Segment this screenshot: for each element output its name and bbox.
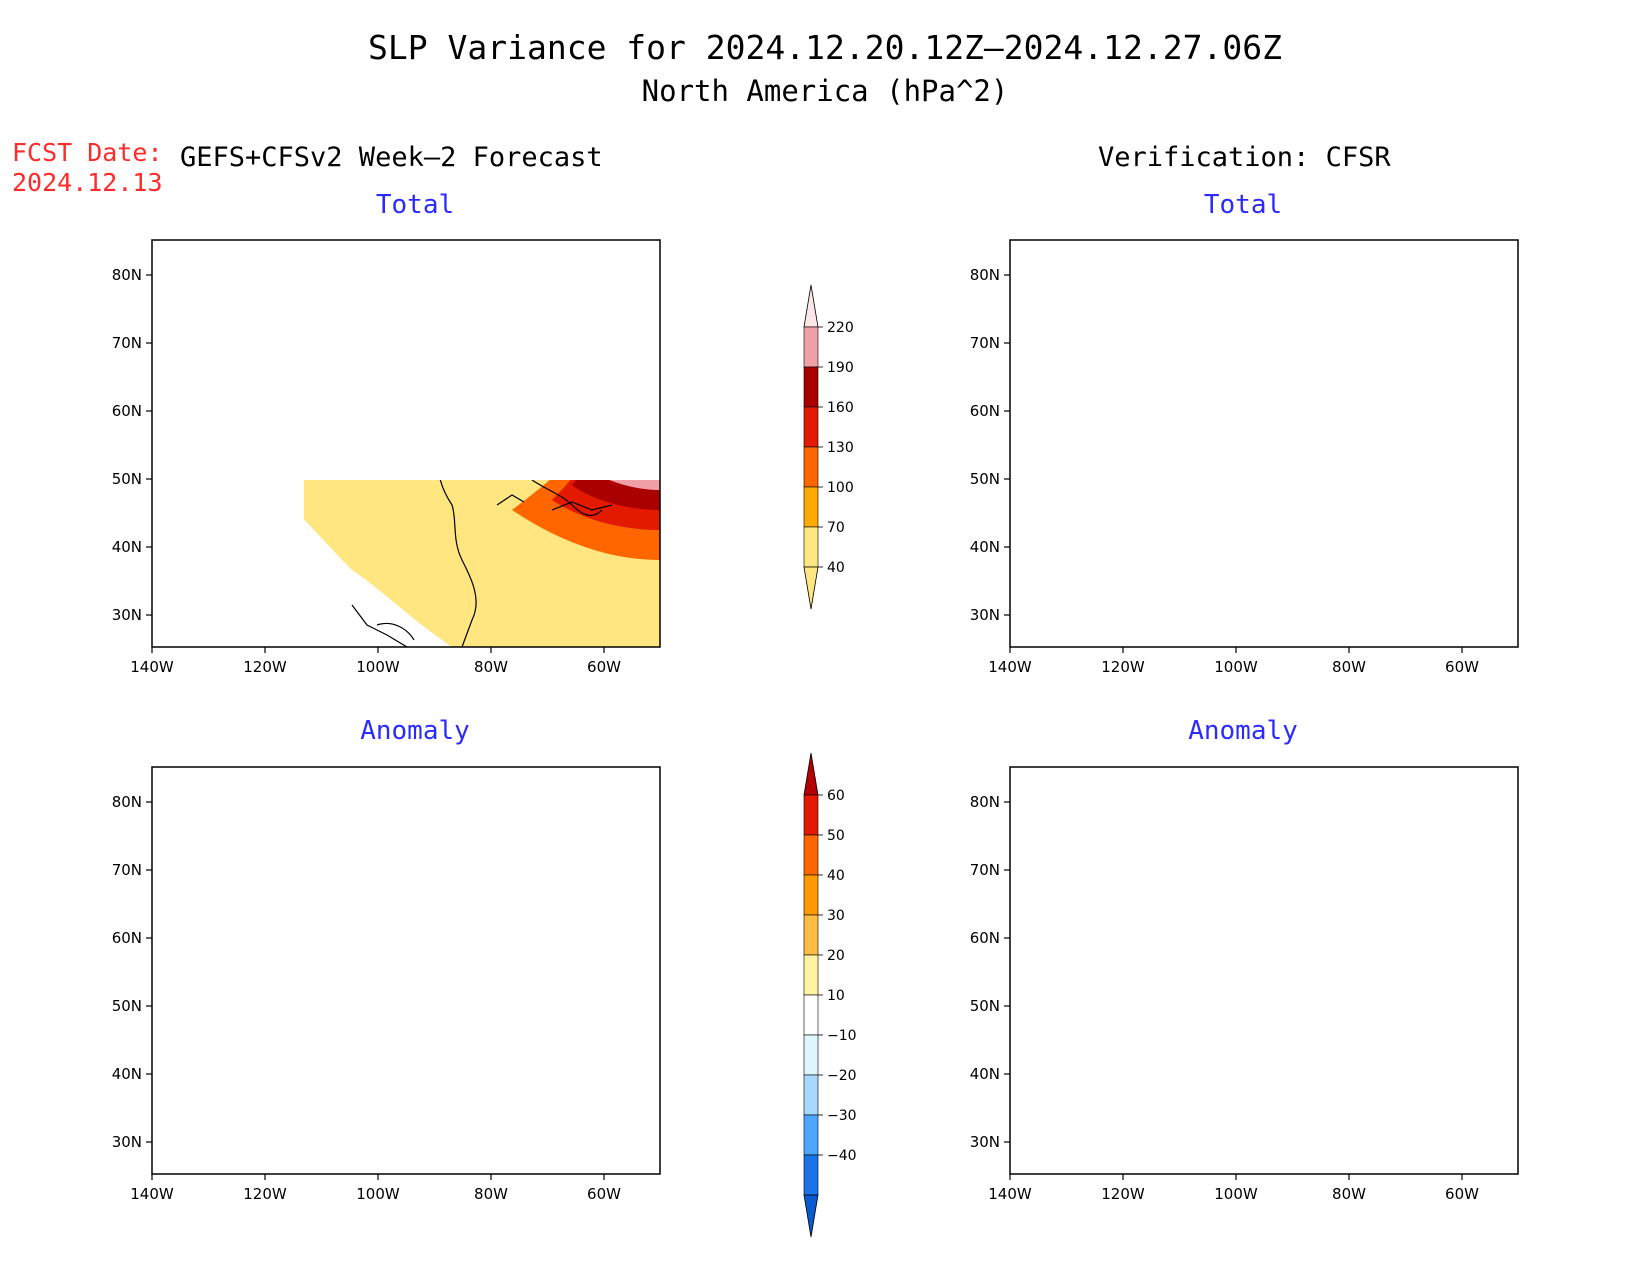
lat-tick-label: 70N bbox=[112, 334, 142, 352]
lat-tick-label: 80N bbox=[112, 266, 142, 284]
colorbar-total-label: 40 bbox=[827, 560, 845, 576]
colorbar-swatch bbox=[803, 446, 819, 488]
lon-tick-label: 100W bbox=[356, 658, 400, 676]
colorbar-bottom-arrow bbox=[803, 566, 819, 610]
colorbar-swatch bbox=[803, 526, 819, 568]
lon-tick-label: 80W bbox=[474, 658, 508, 676]
panel-title-verification-total: Total bbox=[1203, 190, 1283, 220]
colorbar-total-label: 130 bbox=[827, 440, 854, 456]
lat-tick-label: 80N bbox=[112, 793, 142, 811]
colorbar-swatch bbox=[803, 486, 819, 528]
colorbar-swatch bbox=[803, 794, 819, 836]
colorbar-anomaly-label: −20 bbox=[827, 1068, 857, 1084]
lat-tick-label: 40N bbox=[112, 538, 142, 556]
map-verification-total bbox=[1009, 239, 1519, 648]
map-forecast-anomaly bbox=[151, 766, 661, 1175]
verification-heading: Verification: CFSR bbox=[1098, 142, 1391, 173]
lat-tick-label: 30N bbox=[112, 1133, 142, 1151]
colorbar-top-arrow bbox=[803, 752, 819, 796]
lat-tick-label: 30N bbox=[970, 606, 1000, 624]
lon-tick-label: 80W bbox=[1332, 658, 1366, 676]
panel-title-forecast-total: Total bbox=[375, 190, 455, 220]
colorbar-swatch bbox=[803, 1114, 819, 1156]
lon-tick-label: 60W bbox=[1445, 658, 1479, 676]
lon-tick-label: 120W bbox=[1101, 1185, 1145, 1203]
lon-tick-label: 60W bbox=[587, 658, 621, 676]
colorbar-anomaly-label: 10 bbox=[827, 988, 845, 1004]
lon-tick-label: 60W bbox=[1445, 1185, 1479, 1203]
lon-tick-label: 80W bbox=[1332, 1185, 1366, 1203]
lat-tick-label: 60N bbox=[970, 929, 1000, 947]
colorbar-anomaly-label: 30 bbox=[827, 908, 845, 924]
lat-tick-label: 40N bbox=[112, 1065, 142, 1083]
map-verification-anomaly bbox=[1009, 766, 1519, 1175]
colorbar-total-label: 190 bbox=[827, 360, 854, 376]
colorbar-anomaly-label: 20 bbox=[827, 948, 845, 964]
axes-layer: 140W 120W 100W 80W 60W 80N 70N 60N 50N 40N 30N 140W… bbox=[112, 266, 1479, 1203]
colorbar-anomaly-label: 40 bbox=[827, 868, 845, 884]
colorbar-anomaly-label: −30 bbox=[827, 1108, 857, 1124]
lat-tick-label: 70N bbox=[112, 861, 142, 879]
figure-title: SLP Variance for 2024.12.20.12Z–2024.12.… bbox=[368, 28, 1282, 67]
lat-tick-label: 40N bbox=[970, 538, 1000, 556]
colorbar-top-arrow bbox=[803, 284, 819, 328]
lat-tick-label: 30N bbox=[970, 1133, 1000, 1151]
colorbar-anomaly-label: 50 bbox=[827, 828, 845, 844]
colorbar-swatch bbox=[803, 1154, 819, 1196]
lat-tick-label: 70N bbox=[970, 334, 1000, 352]
map-forecast-total bbox=[151, 239, 661, 648]
colorbar-swatch bbox=[803, 914, 819, 956]
colorbar-bottom-arrow bbox=[803, 1194, 819, 1238]
colorbar-swatch bbox=[803, 994, 819, 1036]
figure-subtitle: North America (hPa^2) bbox=[641, 74, 1009, 108]
panel-title-verification-anomaly: Anomaly bbox=[1188, 716, 1298, 746]
lat-tick-label: 70N bbox=[970, 861, 1000, 879]
lat-tick-label: 40N bbox=[970, 1065, 1000, 1083]
lon-tick-label: 140W bbox=[988, 658, 1032, 676]
lon-tick-label: 120W bbox=[243, 658, 287, 676]
colorbar-total-label: 70 bbox=[827, 520, 845, 536]
colorbar-total-label: 220 bbox=[827, 320, 854, 336]
forecast-date-label: FCST Date: bbox=[12, 138, 163, 167]
colorbar-swatch bbox=[803, 1034, 819, 1076]
colorbar-swatch bbox=[803, 834, 819, 876]
panel-title-forecast-anomaly: Anomaly bbox=[360, 716, 470, 746]
lon-tick-label: 100W bbox=[1214, 1185, 1258, 1203]
colorbar-total-label: 160 bbox=[827, 400, 854, 416]
lat-tick-label: 50N bbox=[970, 997, 1000, 1015]
lon-tick-label: 120W bbox=[1101, 658, 1145, 676]
colorbar-anomaly-label: 60 bbox=[827, 788, 845, 804]
lat-tick-label: 50N bbox=[970, 470, 1000, 488]
lon-tick-label: 140W bbox=[988, 1185, 1032, 1203]
colorbar-anomaly-label: −10 bbox=[827, 1028, 857, 1044]
colorbar-total-label: 100 bbox=[827, 480, 854, 496]
lon-tick-label: 100W bbox=[356, 1185, 400, 1203]
lon-tick-label: 120W bbox=[243, 1185, 287, 1203]
colorbar-swatch bbox=[803, 366, 819, 408]
lon-tick-label: 100W bbox=[1214, 658, 1258, 676]
lon-tick-label: 60W bbox=[587, 1185, 621, 1203]
colorbar-swatch bbox=[803, 954, 819, 996]
forecast-date-value: 2024.12.13 bbox=[12, 168, 163, 197]
lon-tick-label: 140W bbox=[130, 1185, 174, 1203]
colorbar-swatch bbox=[803, 326, 819, 368]
colorbar-swatch bbox=[803, 1074, 819, 1116]
lat-tick-label: 80N bbox=[970, 793, 1000, 811]
colorbar-swatch bbox=[803, 406, 819, 448]
colorbar-anomaly-label: −40 bbox=[827, 1148, 857, 1164]
colorbar-total: 220 190 160 130 100 70 40 bbox=[803, 284, 854, 610]
lat-tick-label: 60N bbox=[112, 929, 142, 947]
colorbar-swatch bbox=[803, 874, 819, 916]
lat-tick-label: 30N bbox=[112, 606, 142, 624]
lat-tick-label: 60N bbox=[970, 402, 1000, 420]
lat-tick-label: 60N bbox=[112, 402, 142, 420]
lat-tick-label: 50N bbox=[112, 470, 142, 488]
forecast-heading: GEFS+CFSv2 Week–2 Forecast bbox=[180, 142, 603, 173]
lon-tick-label: 140W bbox=[130, 658, 174, 676]
lat-tick-label: 80N bbox=[970, 266, 1000, 284]
lon-tick-label: 80W bbox=[474, 1185, 508, 1203]
lat-tick-label: 50N bbox=[112, 997, 142, 1015]
colorbar-anomaly: 60 50 40 30 20 10 −10 −20 −30 −40 bbox=[803, 752, 857, 1238]
